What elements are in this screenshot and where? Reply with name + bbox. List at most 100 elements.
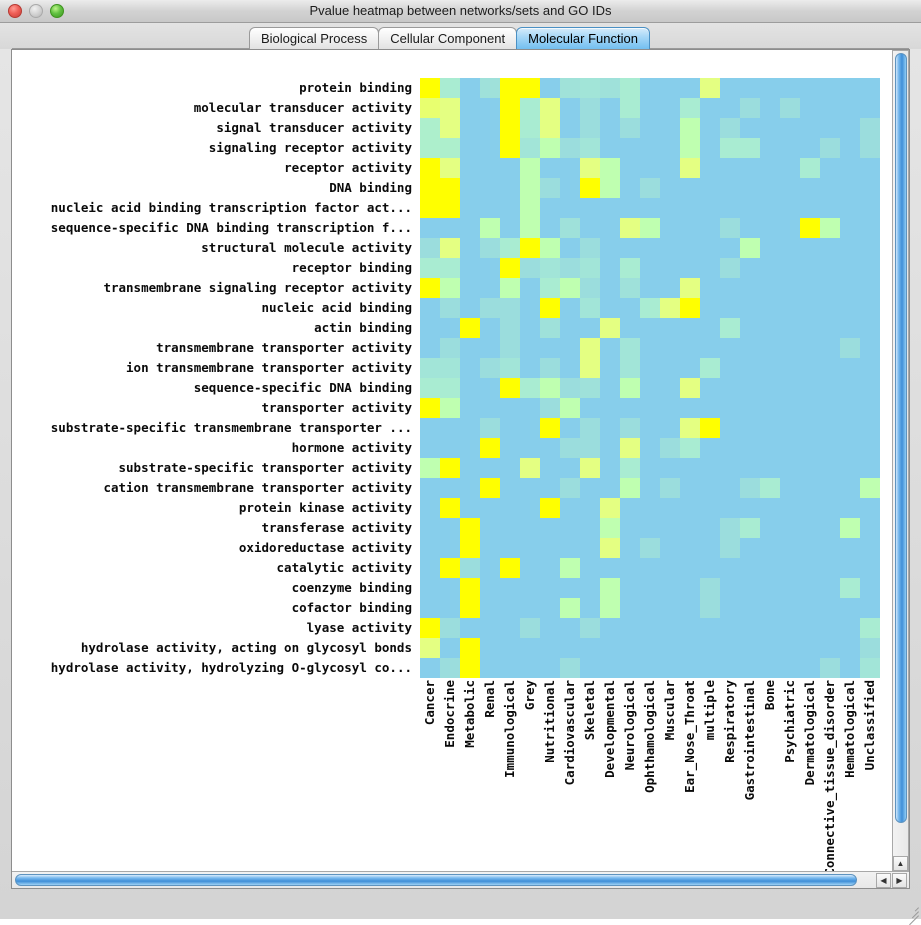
heatmap-cell[interactable] xyxy=(440,478,460,498)
heatmap-cell[interactable] xyxy=(640,78,660,98)
heatmap-cell[interactable] xyxy=(600,278,620,298)
heatmap-cell[interactable] xyxy=(660,138,680,158)
heatmap-cell[interactable] xyxy=(840,278,860,298)
heatmap-cell[interactable] xyxy=(680,578,700,598)
heatmap-cell[interactable] xyxy=(680,538,700,558)
heatmap-cell[interactable] xyxy=(800,518,820,538)
heatmap-cell[interactable] xyxy=(680,138,700,158)
heatmap-cell[interactable] xyxy=(740,458,760,478)
heatmap-cell[interactable] xyxy=(580,598,600,618)
heatmap-cell[interactable] xyxy=(780,318,800,338)
heatmap-cell[interactable] xyxy=(780,618,800,638)
heatmap-cell[interactable] xyxy=(500,138,520,158)
heatmap-cell[interactable] xyxy=(740,158,760,178)
heatmap-cell[interactable] xyxy=(800,278,820,298)
heatmap-cell[interactable] xyxy=(460,658,480,678)
heatmap-cell[interactable] xyxy=(660,578,680,598)
heatmap-cell[interactable] xyxy=(680,198,700,218)
heatmap-cell[interactable] xyxy=(420,298,440,318)
heatmap-cell[interactable] xyxy=(780,178,800,198)
heatmap-cell[interactable] xyxy=(740,258,760,278)
heatmap-cell[interactable] xyxy=(720,118,740,138)
heatmap-cell[interactable] xyxy=(460,338,480,358)
heatmap-cell[interactable] xyxy=(560,118,580,138)
heatmap-cell[interactable] xyxy=(520,318,540,338)
heatmap-cell[interactable] xyxy=(800,598,820,618)
heatmap-cell[interactable] xyxy=(820,78,840,98)
heatmap-cell[interactable] xyxy=(660,238,680,258)
heatmap-cell[interactable] xyxy=(560,578,580,598)
heatmap-cell[interactable] xyxy=(860,538,880,558)
heatmap-cell[interactable] xyxy=(860,478,880,498)
heatmap-cell[interactable] xyxy=(860,518,880,538)
heatmap-cell[interactable] xyxy=(800,378,820,398)
heatmap-cell[interactable] xyxy=(800,438,820,458)
heatmap-cell[interactable] xyxy=(640,258,660,278)
heatmap-cell[interactable] xyxy=(740,558,760,578)
heatmap-cell[interactable] xyxy=(480,238,500,258)
heatmap-cell[interactable] xyxy=(440,218,460,238)
heatmap-cell[interactable] xyxy=(540,158,560,178)
heatmap-cell[interactable] xyxy=(480,618,500,638)
heatmap-cell[interactable] xyxy=(440,438,460,458)
heatmap-cell[interactable] xyxy=(580,558,600,578)
heatmap-cell[interactable] xyxy=(800,618,820,638)
heatmap-cell[interactable] xyxy=(540,238,560,258)
heatmap-cell[interactable] xyxy=(440,598,460,618)
heatmap-cell[interactable] xyxy=(640,578,660,598)
heatmap-cell[interactable] xyxy=(540,258,560,278)
heatmap-cell[interactable] xyxy=(800,538,820,558)
heatmap-cell[interactable] xyxy=(680,458,700,478)
heatmap-cell[interactable] xyxy=(640,358,660,378)
heatmap-cell[interactable] xyxy=(800,78,820,98)
heatmap-cell[interactable] xyxy=(860,658,880,678)
heatmap-cell[interactable] xyxy=(600,478,620,498)
heatmap-cell[interactable] xyxy=(720,198,740,218)
heatmap-cell[interactable] xyxy=(800,298,820,318)
heatmap-cell[interactable] xyxy=(620,538,640,558)
heatmap-cell[interactable] xyxy=(680,438,700,458)
heatmap-cell[interactable] xyxy=(460,198,480,218)
heatmap-cell[interactable] xyxy=(620,458,640,478)
heatmap-cell[interactable] xyxy=(500,518,520,538)
heatmap-cell[interactable] xyxy=(440,358,460,378)
heatmap-cell[interactable] xyxy=(840,538,860,558)
heatmap-cell[interactable] xyxy=(500,538,520,558)
heatmap-cell[interactable] xyxy=(600,318,620,338)
heatmap-cell[interactable] xyxy=(540,618,560,638)
heatmap-cell[interactable] xyxy=(840,298,860,318)
heatmap-cell[interactable] xyxy=(700,278,720,298)
tab-cellular-component[interactable]: Cellular Component xyxy=(378,27,518,49)
heatmap-cell[interactable] xyxy=(700,178,720,198)
heatmap-cell[interactable] xyxy=(820,418,840,438)
heatmap-cell[interactable] xyxy=(520,558,540,578)
heatmap-cell[interactable] xyxy=(740,138,760,158)
heatmap-cell[interactable] xyxy=(820,538,840,558)
heatmap-cell[interactable] xyxy=(760,98,780,118)
heatmap-cell[interactable] xyxy=(760,238,780,258)
heatmap-cell[interactable] xyxy=(500,438,520,458)
heatmap-cell[interactable] xyxy=(740,318,760,338)
heatmap-cell[interactable] xyxy=(560,178,580,198)
heatmap-cell[interactable] xyxy=(540,118,560,138)
heatmap-cell[interactable] xyxy=(560,458,580,478)
heatmap-cell[interactable] xyxy=(800,478,820,498)
heatmap-cell[interactable] xyxy=(720,178,740,198)
heatmap-cell[interactable] xyxy=(820,178,840,198)
heatmap-cell[interactable] xyxy=(580,458,600,478)
heatmap-cell[interactable] xyxy=(860,298,880,318)
heatmap-cell[interactable] xyxy=(840,118,860,138)
heatmap-cell[interactable] xyxy=(700,498,720,518)
heatmap-cell[interactable] xyxy=(500,178,520,198)
heatmap-cell[interactable] xyxy=(520,218,540,238)
heatmap-cell[interactable] xyxy=(760,378,780,398)
heatmap-cell[interactable] xyxy=(640,338,660,358)
heatmap-cell[interactable] xyxy=(780,338,800,358)
heatmap-cell[interactable] xyxy=(560,378,580,398)
heatmap-cell[interactable] xyxy=(480,638,500,658)
heatmap-cell[interactable] xyxy=(560,438,580,458)
heatmap-cell[interactable] xyxy=(840,318,860,338)
heatmap-cell[interactable] xyxy=(640,278,660,298)
heatmap-cell[interactable] xyxy=(640,458,660,478)
heatmap-cell[interactable] xyxy=(500,598,520,618)
